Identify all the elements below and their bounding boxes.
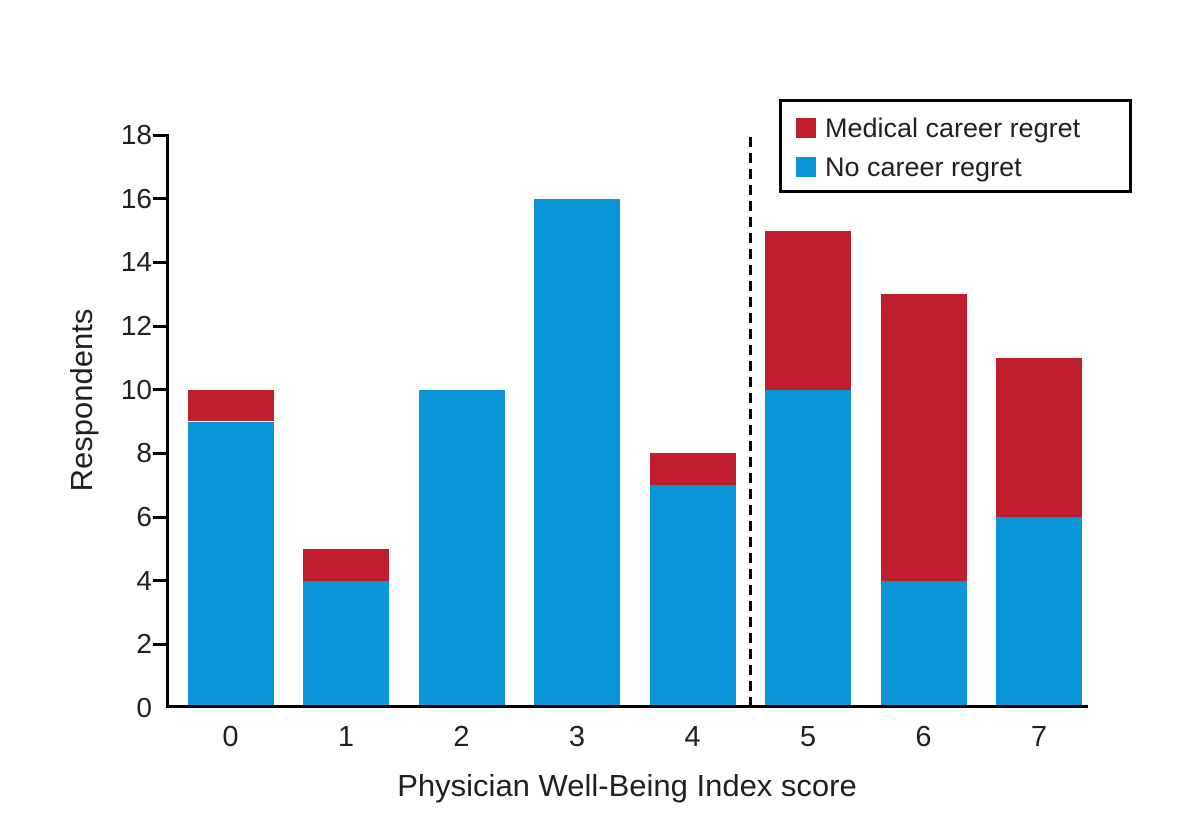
x-tick-label: 1	[337, 721, 355, 753]
x-tick-label: 2	[453, 721, 470, 753]
x-tick-label: 4	[684, 721, 701, 753]
y-tick-mark	[153, 515, 168, 519]
threshold-dashed-line	[749, 137, 752, 707]
y-tick-mark	[153, 197, 168, 201]
y-tick-mark	[153, 324, 168, 328]
x-tick-label: 3	[568, 721, 586, 753]
bar-segment-no-career-regret	[996, 517, 1082, 708]
bar-segment-no-career-regret	[187, 421, 274, 708]
y-tick-label: 18	[120, 119, 152, 150]
y-tick-mark	[153, 579, 168, 583]
bar-segment-medical-career-regret	[996, 357, 1082, 517]
bar-segment-medical-career-regret	[880, 294, 967, 581]
y-tick-label: 16	[120, 182, 152, 214]
legend-swatch-no-career-regret	[796, 157, 816, 177]
x-tick-label: 0	[222, 721, 239, 753]
y-tick-label: 6	[136, 501, 152, 532]
bar-segment-medical-career-regret	[649, 453, 736, 486]
bar-segment-no-career-regret	[303, 580, 389, 708]
bar-segment-no-career-regret	[765, 389, 851, 708]
y-axis-line	[166, 134, 169, 708]
bar-segment-no-career-regret	[880, 580, 967, 708]
y-tick-mark	[153, 451, 168, 455]
x-axis-line	[166, 705, 1088, 708]
x-tick-label: 6	[915, 721, 932, 753]
y-tick-label: 2	[136, 628, 152, 660]
y-tick-label: 0	[136, 692, 152, 723]
legend-label: No career regret	[825, 152, 1022, 182]
bar-segment-medical-career-regret	[187, 389, 274, 422]
y-tick-label: 12	[120, 310, 152, 341]
y-tick-label: 4	[136, 564, 152, 596]
legend: Medical career regret No career regret	[779, 99, 1132, 193]
bar-segment-medical-career-regret	[303, 548, 389, 581]
y-tick-mark	[153, 388, 168, 392]
y-tick-mark	[153, 260, 168, 264]
bar-segment-medical-career-regret	[765, 230, 851, 390]
bar-segment-no-career-regret	[534, 198, 620, 708]
legend-row: Medical career regret	[796, 113, 1129, 143]
y-tick-label: 10	[120, 373, 152, 405]
bar-segment-no-career-regret	[418, 389, 505, 708]
x-tick-label: 5	[799, 721, 817, 753]
x-tick-label: 7	[1030, 721, 1048, 753]
y-tick-mark	[153, 133, 168, 137]
legend-swatch-medical-career-regret	[796, 118, 816, 138]
bar-segment-no-career-regret	[649, 485, 736, 708]
y-tick-mark	[153, 642, 168, 646]
legend-label: Medical career regret	[825, 113, 1081, 143]
x-axis-title: Physician Well-Being Index score	[397, 768, 857, 803]
y-tick-label: 14	[120, 246, 152, 278]
legend-row: No career regret	[796, 152, 1129, 182]
y-tick-label: 8	[136, 437, 152, 469]
